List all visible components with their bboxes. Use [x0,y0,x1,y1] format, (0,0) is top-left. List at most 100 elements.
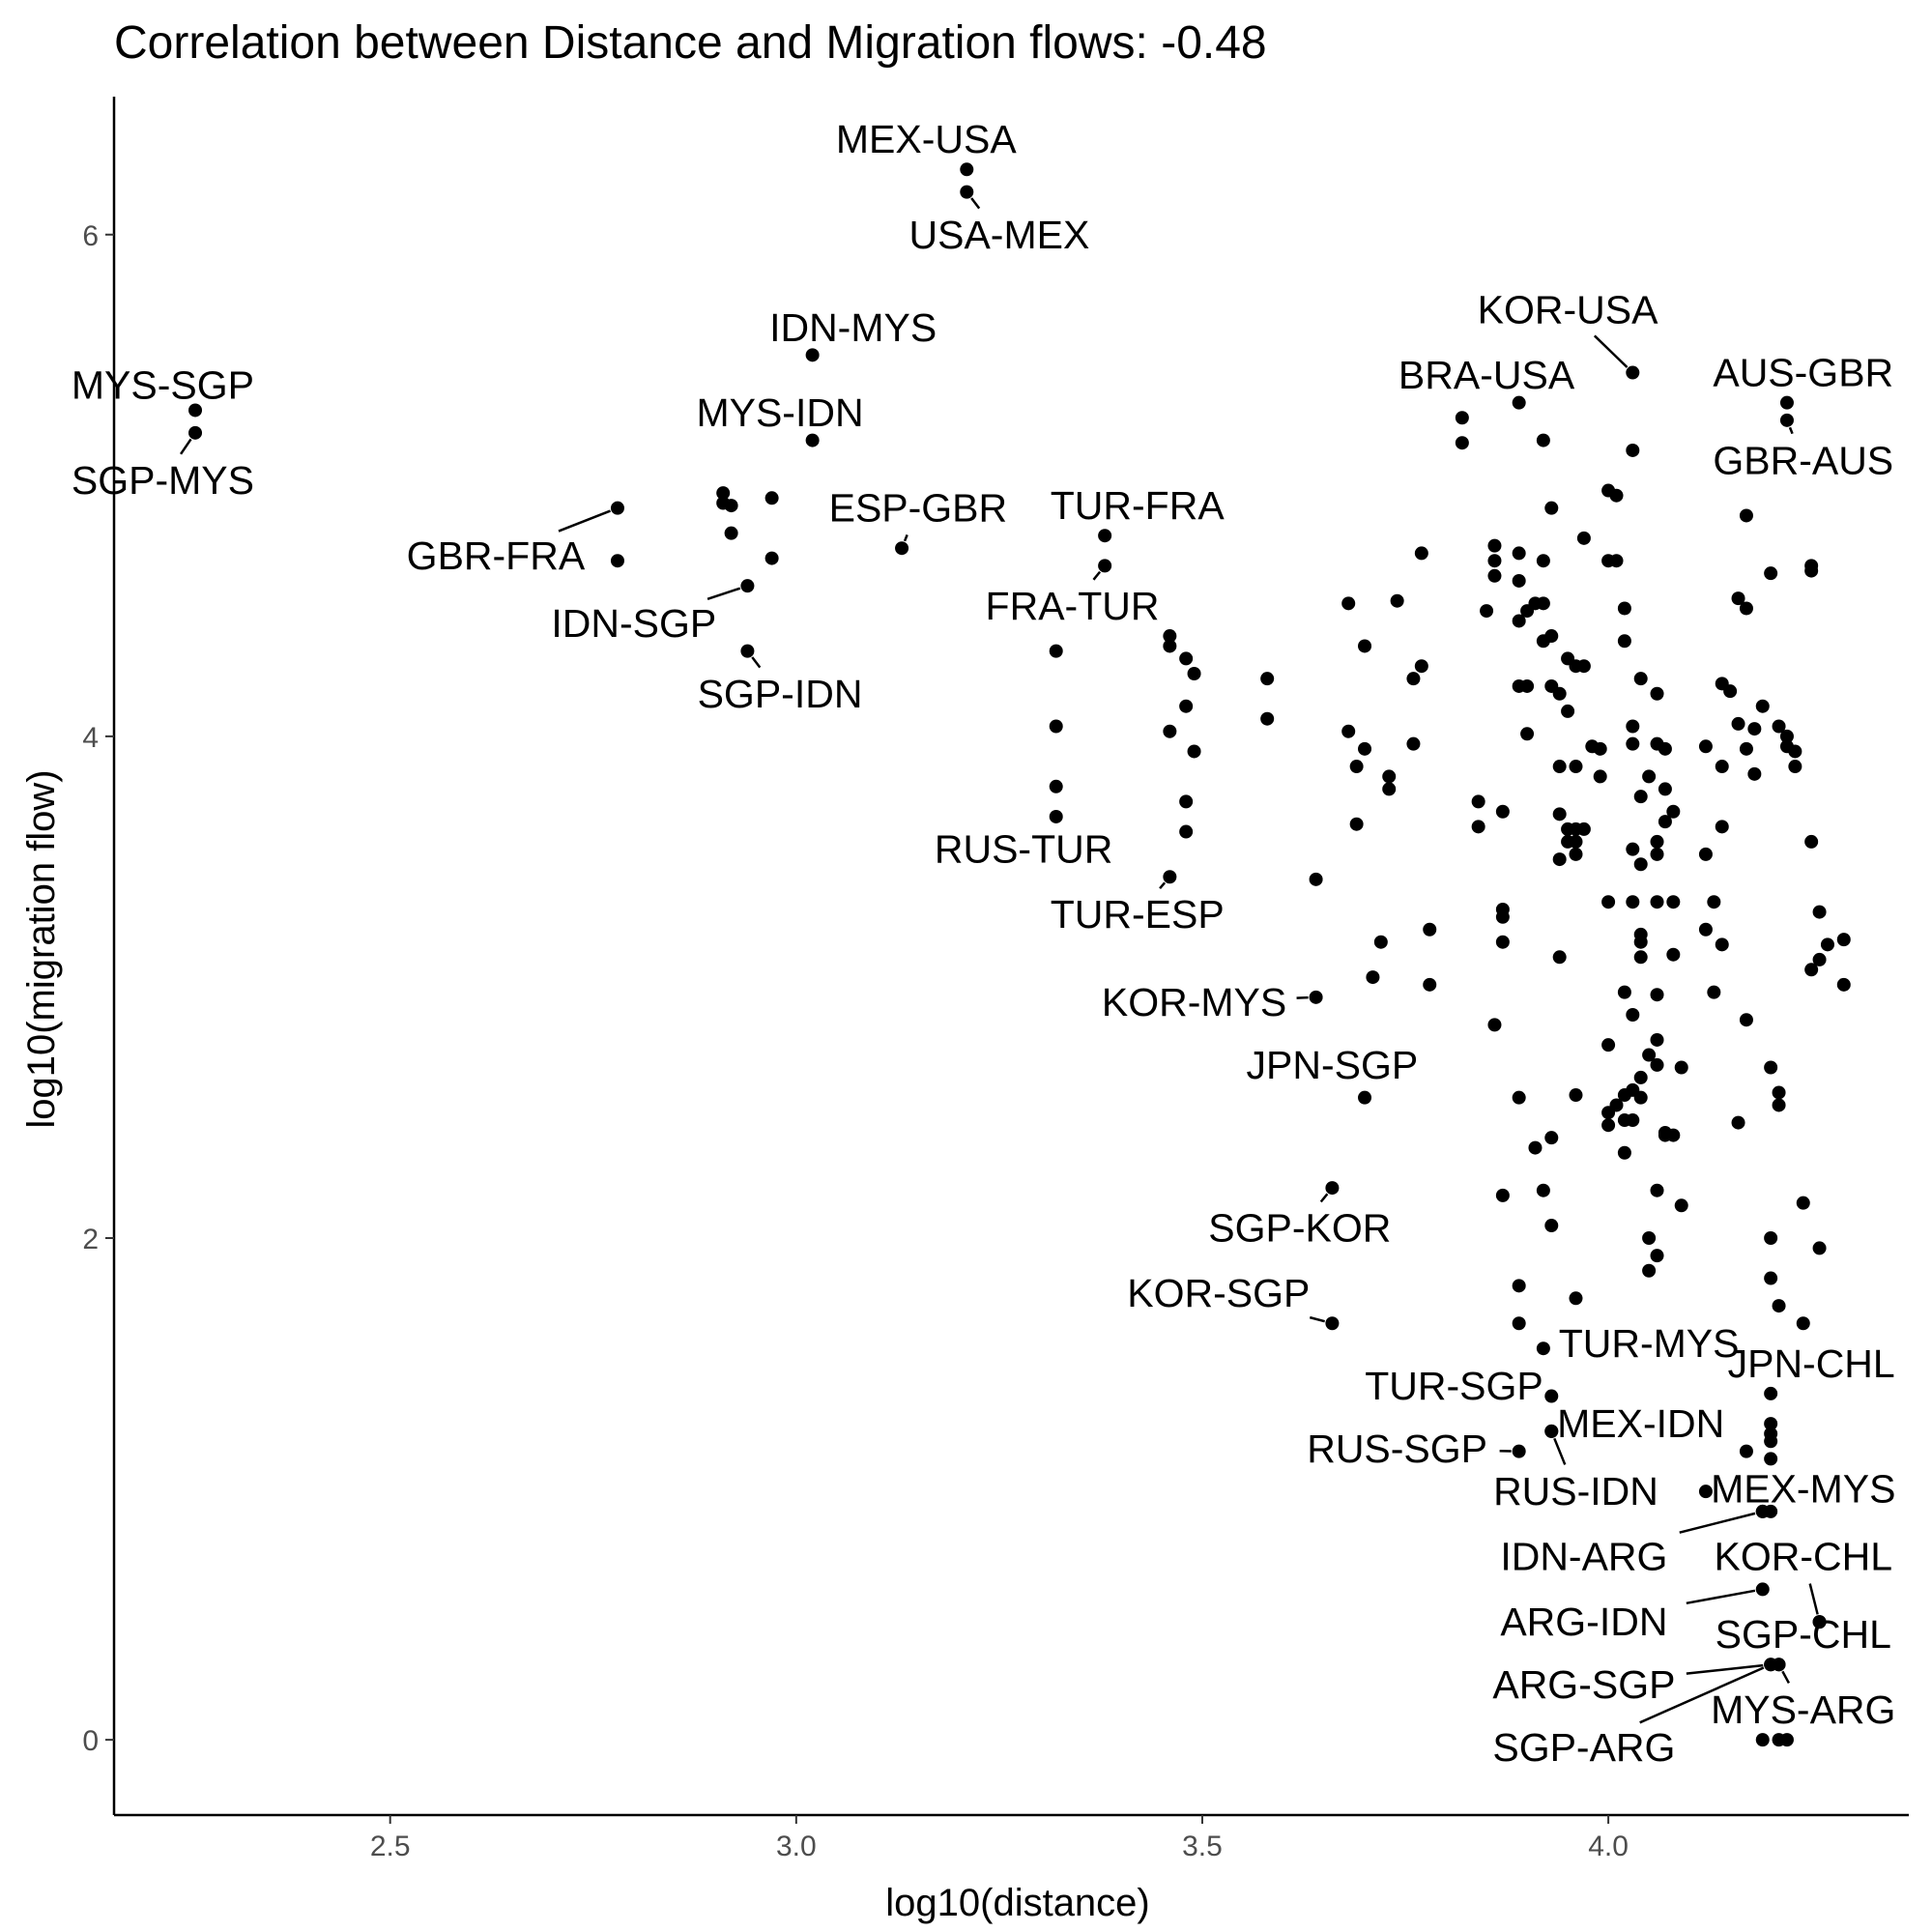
y-tick-label: 6 [82,220,99,252]
data-point [1544,1131,1559,1145]
data-point [1715,937,1729,952]
data-point [1187,744,1201,759]
y-tick-label: 4 [82,722,99,754]
point-label: SGP-KOR [1208,1206,1391,1251]
data-point [1764,1658,1778,1672]
data-point [1715,760,1729,774]
data-point [1788,760,1802,774]
data-point [1764,1386,1778,1400]
data-point [1049,719,1063,734]
data-point [1187,666,1201,680]
data-point [1650,686,1664,701]
data-point [1698,1485,1713,1499]
data-point [1309,872,1323,886]
data-point [1642,1048,1657,1062]
data-point [1382,769,1397,784]
label-leader-line [1309,1315,1325,1323]
data-point [1755,1733,1770,1747]
point-label: KOR-USA [1478,288,1658,332]
data-point [1739,741,1753,756]
label-leader-line [1686,1663,1764,1675]
data-point [1626,365,1640,380]
data-point [1772,1299,1786,1313]
point-label: SGP-IDN [698,672,863,716]
data-point [1373,935,1388,949]
data-points [188,162,1851,1747]
data-point [1536,634,1550,649]
data-point [1552,807,1567,822]
data-point [1536,596,1550,611]
data-point [1576,531,1591,545]
data-point [1544,501,1559,515]
data-point [1536,1341,1550,1356]
data-point [1633,1090,1648,1105]
data-point [1520,604,1535,619]
label-leader-line [1319,1193,1329,1203]
label-leader-line [1092,570,1102,581]
data-point [1569,1088,1583,1103]
data-point [1455,436,1469,450]
data-point [1642,769,1657,784]
data-point [1341,596,1356,611]
data-point [1650,834,1664,849]
data-point [1544,1389,1559,1403]
data-point [1576,822,1591,836]
data-point [740,644,755,658]
data-point [1666,804,1681,819]
data-point [1512,614,1526,628]
data-point [1764,1271,1778,1285]
data-point [1755,1504,1770,1518]
point-label: BRA-USA [1399,353,1575,397]
data-point [1325,1181,1340,1196]
data-point [1487,554,1502,568]
data-point [1179,794,1194,809]
data-point [1471,820,1485,834]
point-label: ARG-SGP [1492,1662,1675,1707]
data-point [1739,508,1753,523]
label-leader-line [1639,1666,1765,1724]
data-point [1349,817,1364,831]
point-label: IDN-ARG [1500,1535,1667,1579]
data-point [1495,804,1510,819]
data-point [1820,937,1834,952]
data-point [1098,559,1112,573]
data-point [1471,794,1485,809]
data-point [1163,870,1177,884]
data-point [1512,1279,1526,1293]
data-point [764,491,779,505]
point-label: MYS-IDN [696,390,863,435]
data-point [1723,684,1738,699]
data-point [1666,895,1681,909]
point-label: GBR-AUS [1713,438,1893,482]
point-label: SGP-ARG [1492,1725,1675,1770]
data-point [1609,554,1624,568]
data-point [1536,433,1550,447]
x-tick-label: 3.0 [776,1831,817,1862]
data-point [1495,935,1510,949]
data-point [1804,834,1819,849]
axes [105,97,1909,1824]
data-point [1617,1088,1631,1103]
data-point [1796,1196,1810,1210]
data-point [1390,593,1404,608]
data-point [1731,591,1745,606]
data-point [805,348,820,362]
point-label: JPN-CHL [1728,1341,1895,1386]
data-point [1341,724,1356,738]
data-point [1812,1241,1827,1255]
data-point [1788,744,1802,759]
data-point [1779,729,1794,743]
point-label: ARG-IDN [1500,1600,1667,1644]
data-point [1617,985,1631,999]
data-point [1358,639,1372,653]
point-label: TUR-SGP [1365,1364,1543,1408]
data-point [1569,1291,1583,1306]
data-point [960,162,974,177]
data-point [1487,1018,1502,1032]
data-point [1601,1038,1616,1053]
x-tick-label: 4.0 [1588,1831,1629,1862]
data-point [1698,739,1713,754]
data-point [1260,672,1275,686]
data-point [1366,970,1380,985]
